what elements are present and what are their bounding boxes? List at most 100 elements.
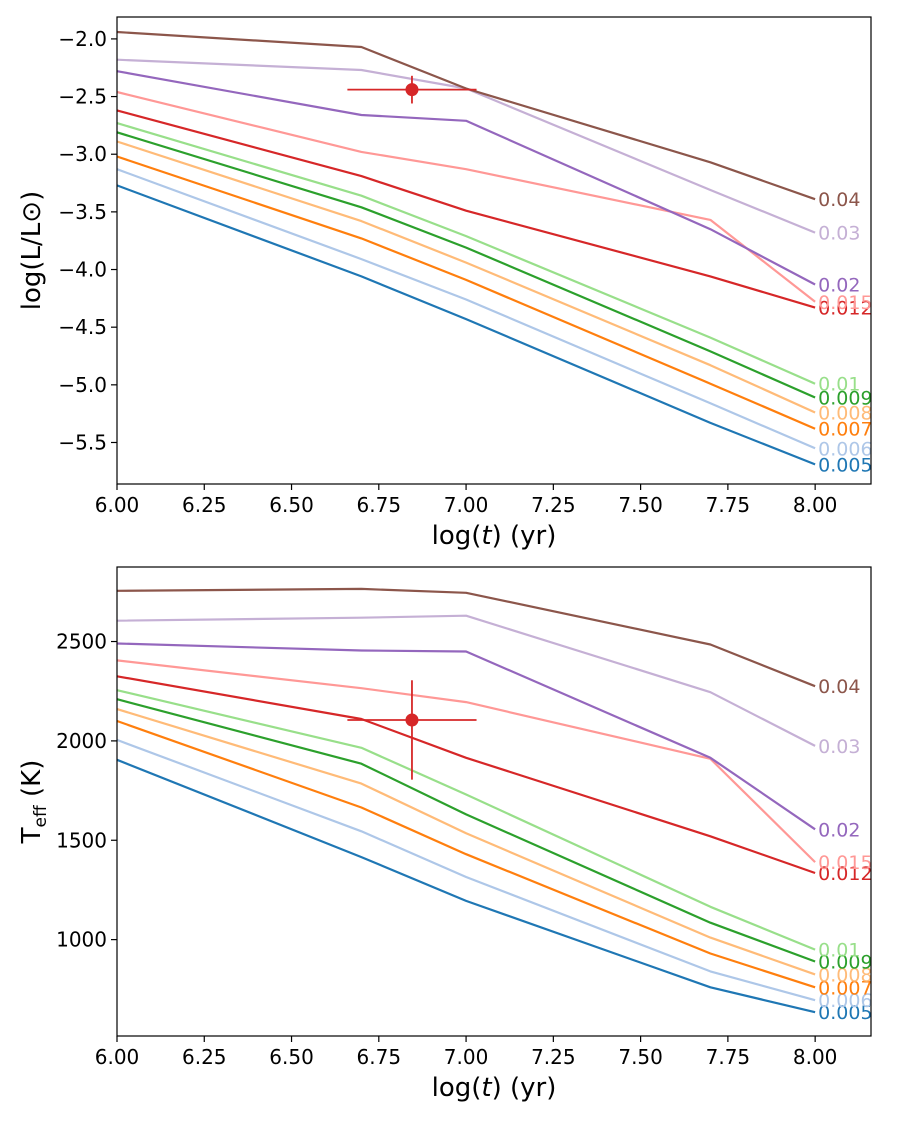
x-axis-title-italic: t bbox=[481, 521, 492, 551]
x-tick-label: 7.25 bbox=[531, 1045, 576, 1069]
series-line-0.03 bbox=[116, 614, 816, 747]
x-tick-label: 7.50 bbox=[618, 493, 663, 517]
series-label-0.03: 0.03 bbox=[818, 223, 860, 245]
series-label-0.015: 0.015 bbox=[818, 292, 872, 314]
x-tick-label: 6.25 bbox=[182, 1045, 227, 1069]
series-labels: 0.0050.0060.0070.0080.0090.010.0120.0150… bbox=[818, 676, 872, 1024]
series-label-0.005: 0.005 bbox=[818, 454, 872, 476]
series-line-0.012 bbox=[116, 675, 816, 875]
series-line-0.006 bbox=[116, 738, 816, 1002]
y-axis: 1000 1500 2000 2500 bbox=[56, 630, 117, 952]
y-tick-label: −3.0 bbox=[58, 142, 107, 166]
series-line-0.01 bbox=[116, 689, 816, 951]
series-label-0.04: 0.04 bbox=[818, 189, 860, 211]
series-line-0.007 bbox=[116, 155, 816, 430]
y-tick-label: −5.5 bbox=[58, 430, 107, 454]
y-tick-label: −2.0 bbox=[58, 27, 107, 51]
x-axis-title: log(t) (yr) bbox=[432, 521, 557, 551]
series-line-0.007 bbox=[116, 719, 816, 989]
series-line-0.009 bbox=[116, 698, 816, 963]
y-tick-label: −4.5 bbox=[58, 315, 107, 339]
x-tick-label: 7.25 bbox=[531, 493, 576, 517]
data-point-marker bbox=[405, 83, 419, 97]
series-lines bbox=[116, 587, 816, 1014]
x-tick-label: 8.00 bbox=[793, 493, 838, 517]
y-tick-label: 2000 bbox=[56, 729, 107, 753]
series-label-0.012: 0.012 bbox=[818, 298, 872, 320]
series-line-0.015 bbox=[116, 90, 816, 303]
x-axis-title-part: ) (yr) bbox=[492, 1073, 557, 1103]
series-label-0.03: 0.03 bbox=[818, 736, 860, 758]
series-label-0.015: 0.015 bbox=[818, 852, 872, 874]
series-label-0.009: 0.009 bbox=[818, 388, 872, 410]
y-axis-title-part: (K) bbox=[17, 760, 47, 806]
series-line-0.04 bbox=[116, 30, 816, 201]
y-axis-title: Teff (K) bbox=[17, 760, 51, 845]
series-line-0.012 bbox=[116, 109, 816, 309]
x-tick-label: 6.00 bbox=[95, 1045, 140, 1069]
series-label-0.04: 0.04 bbox=[818, 676, 860, 698]
series-label-0.007: 0.007 bbox=[818, 977, 872, 999]
series-lines bbox=[116, 30, 816, 466]
series-line-0.02 bbox=[116, 642, 816, 831]
y-axis-title-part: T bbox=[17, 827, 47, 844]
y-tick-label: −3.5 bbox=[58, 200, 107, 224]
series-label-0.006: 0.006 bbox=[818, 990, 872, 1012]
y-axis-title-subscript: eff bbox=[31, 804, 51, 827]
x-tick-label: 6.00 bbox=[95, 493, 140, 517]
data-point-marker bbox=[405, 713, 419, 727]
plot-frame bbox=[116, 566, 872, 1037]
series-line-0.005 bbox=[116, 758, 816, 1014]
series-label-0.006: 0.006 bbox=[818, 438, 872, 460]
x-tick-label: 6.50 bbox=[269, 493, 314, 517]
plot-frame bbox=[116, 16, 872, 485]
measurement-point bbox=[347, 75, 477, 104]
series-label-0.02: 0.02 bbox=[818, 275, 860, 297]
series-line-0.015 bbox=[116, 659, 816, 863]
x-axis-title-part: ) (yr) bbox=[492, 521, 557, 551]
series-line-0.005 bbox=[116, 184, 816, 466]
series-line-0.04 bbox=[116, 587, 816, 688]
series-label-0.008: 0.008 bbox=[818, 964, 872, 986]
x-axis-title-part: log( bbox=[432, 1073, 482, 1103]
y-tick-label: −4.0 bbox=[58, 258, 107, 282]
top-panel-luminosity: 0.0050.0060.0070.0080.0090.010.0120.0150… bbox=[17, 16, 873, 551]
x-axis-title-italic: t bbox=[481, 1073, 492, 1103]
x-tick-label: 6.75 bbox=[357, 1045, 402, 1069]
y-tick-label: 1000 bbox=[56, 928, 107, 952]
series-line-0.01 bbox=[116, 122, 816, 385]
x-tick-label: 7.75 bbox=[706, 1045, 751, 1069]
x-tick-label: 7.50 bbox=[618, 1045, 663, 1069]
x-axis-title-part: log( bbox=[432, 521, 482, 551]
x-axis: 6.00 6.25 6.50 6.75 7.00 7.25 7.50 7.75 8.00 bbox=[95, 484, 838, 517]
series-labels: 0.0050.0060.0070.0080.0090.010.0120.0150… bbox=[818, 189, 872, 476]
series-label-0.005: 0.005 bbox=[818, 1002, 872, 1024]
x-axis-title: log(t) (yr) bbox=[432, 1073, 557, 1103]
series-label-0.007: 0.007 bbox=[818, 419, 872, 441]
y-tick-label: −5.0 bbox=[58, 373, 107, 397]
x-tick-label: 7.00 bbox=[444, 1045, 489, 1069]
y-tick-label: 1500 bbox=[56, 828, 107, 852]
series-label-0.01: 0.01 bbox=[818, 940, 860, 962]
series-line-0.009 bbox=[116, 131, 816, 399]
y-axis-title: log(L/L⊙) bbox=[17, 191, 47, 310]
y-tick-label: 2500 bbox=[56, 630, 107, 654]
x-tick-label: 7.75 bbox=[706, 493, 751, 517]
x-tick-label: 6.75 bbox=[357, 493, 402, 517]
x-axis: 6.00 6.25 6.50 6.75 7.00 7.25 7.50 7.75 8.00 bbox=[95, 1036, 838, 1069]
y-axis: −2.0 −2.5 −3.0 −3.5 −4.0 −4.5 −5.0 −5.5 bbox=[58, 27, 117, 454]
series-label-0.009: 0.009 bbox=[818, 951, 872, 973]
series-label-0.01: 0.01 bbox=[818, 374, 860, 396]
x-tick-label: 8.00 bbox=[793, 1045, 838, 1069]
y-tick-label: −2.5 bbox=[58, 85, 107, 109]
x-tick-label: 6.50 bbox=[269, 1045, 314, 1069]
series-line-0.02 bbox=[116, 70, 816, 286]
series-line-0.008 bbox=[116, 708, 816, 976]
series-line-0.008 bbox=[116, 140, 816, 414]
measurement-point bbox=[347, 680, 477, 780]
x-tick-label: 6.25 bbox=[182, 493, 227, 517]
x-tick-label: 7.00 bbox=[444, 493, 489, 517]
series-label-0.02: 0.02 bbox=[818, 819, 860, 841]
